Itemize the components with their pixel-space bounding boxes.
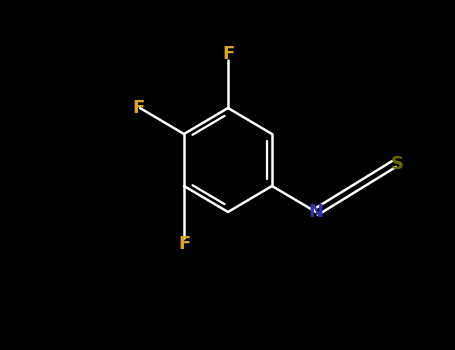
Text: S: S <box>390 155 404 173</box>
Text: N: N <box>308 203 324 221</box>
Text: F: F <box>132 99 144 117</box>
Text: F: F <box>222 45 234 63</box>
Text: F: F <box>178 235 190 253</box>
